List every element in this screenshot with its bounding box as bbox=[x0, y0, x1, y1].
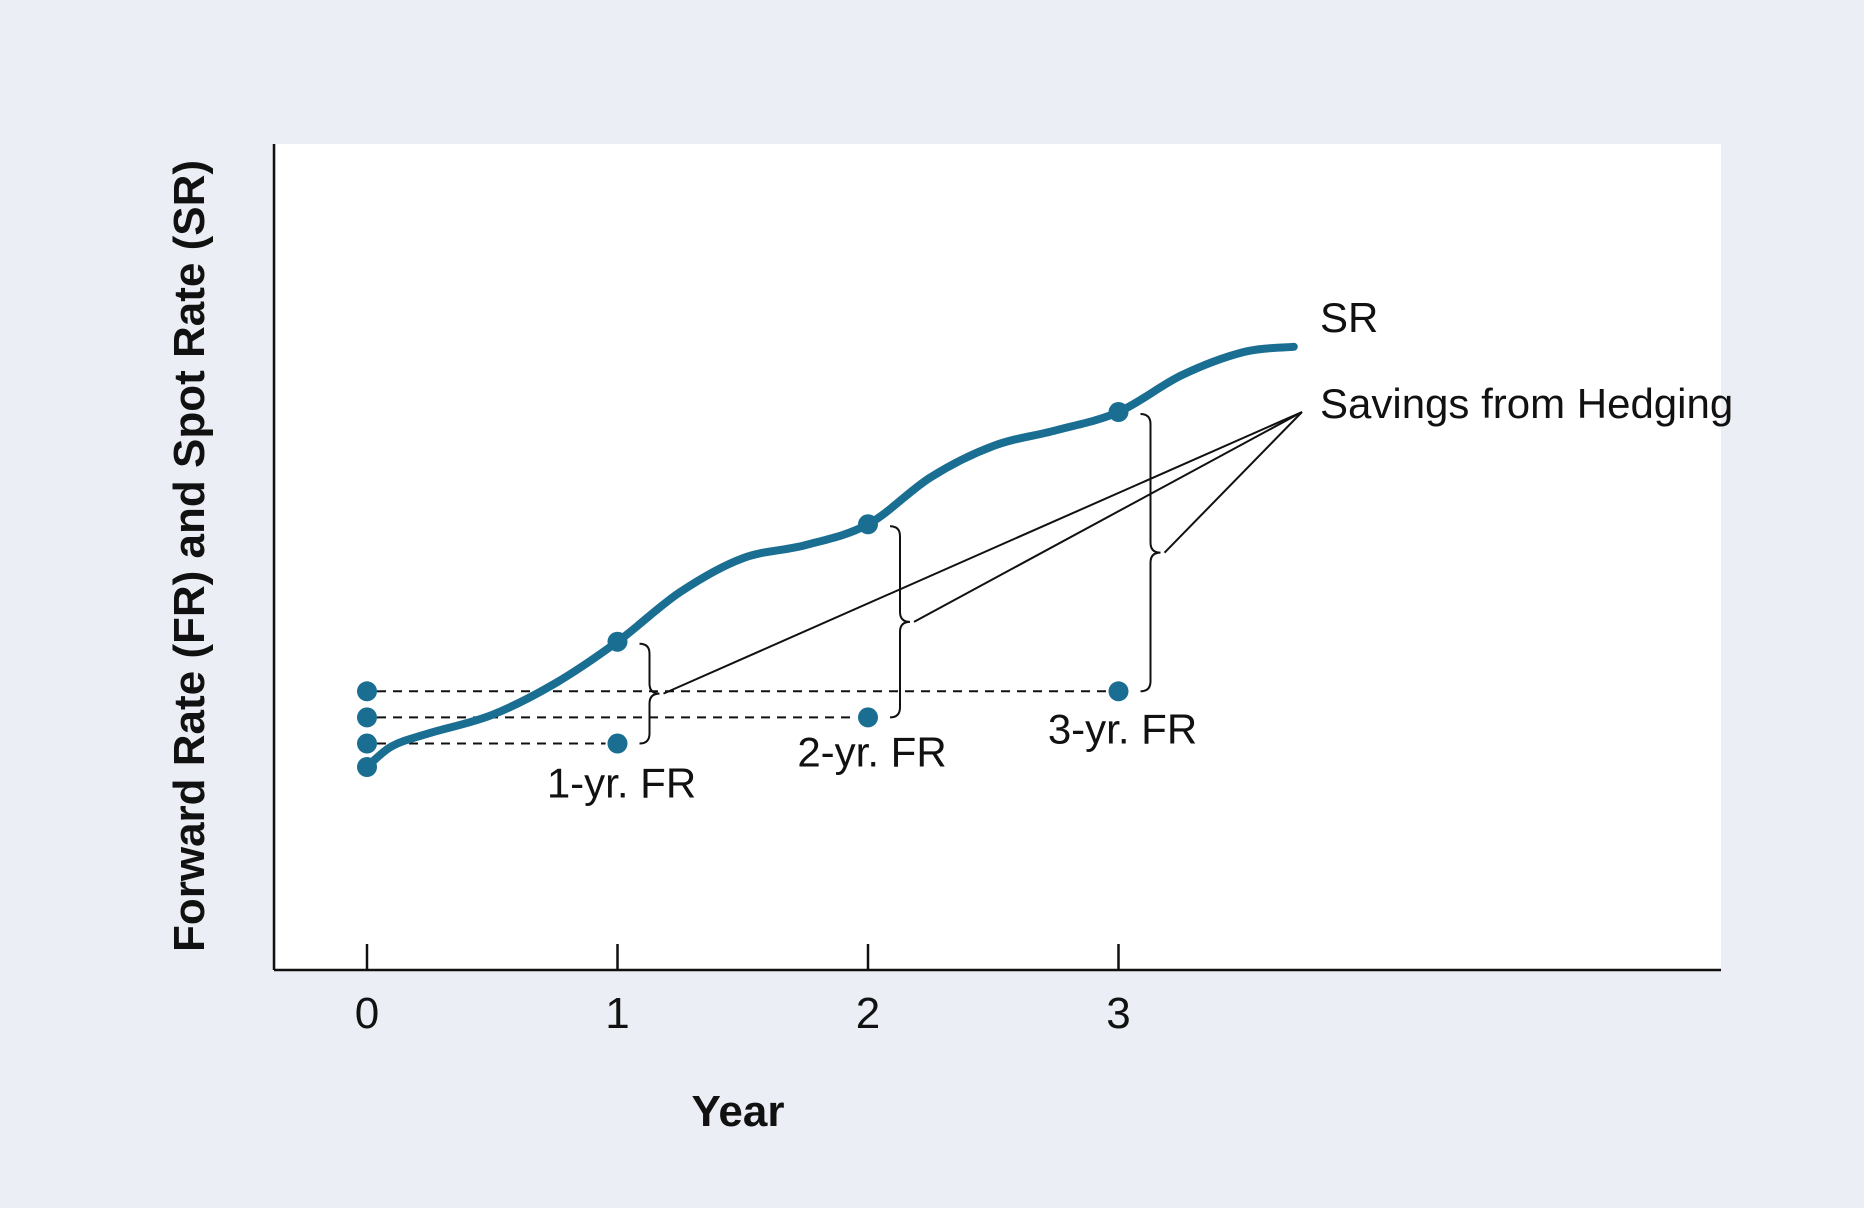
axes bbox=[272, 144, 1721, 972]
fr-point-year-0-2 bbox=[357, 707, 377, 728]
fr-point-year-2 bbox=[858, 707, 878, 728]
x-ticks: 0 1 2 3 bbox=[355, 944, 1131, 1038]
plot-area bbox=[276, 144, 1721, 970]
labels: SR Savings from Hedging Year Forward Rat… bbox=[165, 160, 1733, 1136]
savings-brace-2 bbox=[889, 525, 911, 719]
data-points bbox=[357, 402, 1129, 777]
y-axis-title: Forward Rate (FR) and Spot Rate (SR) bbox=[165, 160, 214, 952]
sr-point-year-0 bbox=[357, 757, 377, 777]
fr-label-3: 3-yr. FR bbox=[1048, 705, 1197, 752]
pointer-line-1 bbox=[663, 411, 1303, 695]
fr-label-2: 2-yr. FR bbox=[797, 728, 946, 775]
sr-point-year-2 bbox=[858, 514, 878, 535]
savings-brace-3 bbox=[1140, 413, 1161, 693]
series-label-sr: SR bbox=[1320, 294, 1378, 341]
annotation-pointers bbox=[663, 411, 1303, 695]
x-tick-label-2: 2 bbox=[856, 989, 880, 1038]
x-axis-title: Year bbox=[692, 1087, 785, 1136]
x-tick-label-1: 1 bbox=[605, 989, 629, 1038]
savings-braces bbox=[639, 413, 1161, 745]
savings-brace-1 bbox=[639, 642, 660, 745]
annotation-savings: Savings from Hedging bbox=[1320, 380, 1733, 427]
pointer-line-3 bbox=[1163, 411, 1303, 554]
x-tick-label-0: 0 bbox=[355, 989, 379, 1038]
forward-rate-dashes bbox=[377, 690, 1107, 745]
sr-point-year-1 bbox=[607, 631, 628, 652]
x-tick-label-3: 3 bbox=[1106, 989, 1130, 1038]
sr-line bbox=[363, 342, 1298, 771]
pointer-line-2 bbox=[913, 411, 1303, 623]
fr-point-year-1 bbox=[607, 733, 628, 754]
fr-point-year-0-3 bbox=[357, 681, 377, 702]
fr-point-year-3 bbox=[1108, 681, 1129, 702]
fr-label-1: 1-yr. FR bbox=[547, 760, 696, 807]
sr-point-year-3 bbox=[1108, 402, 1129, 423]
fr-point-year-0-1 bbox=[357, 733, 377, 754]
